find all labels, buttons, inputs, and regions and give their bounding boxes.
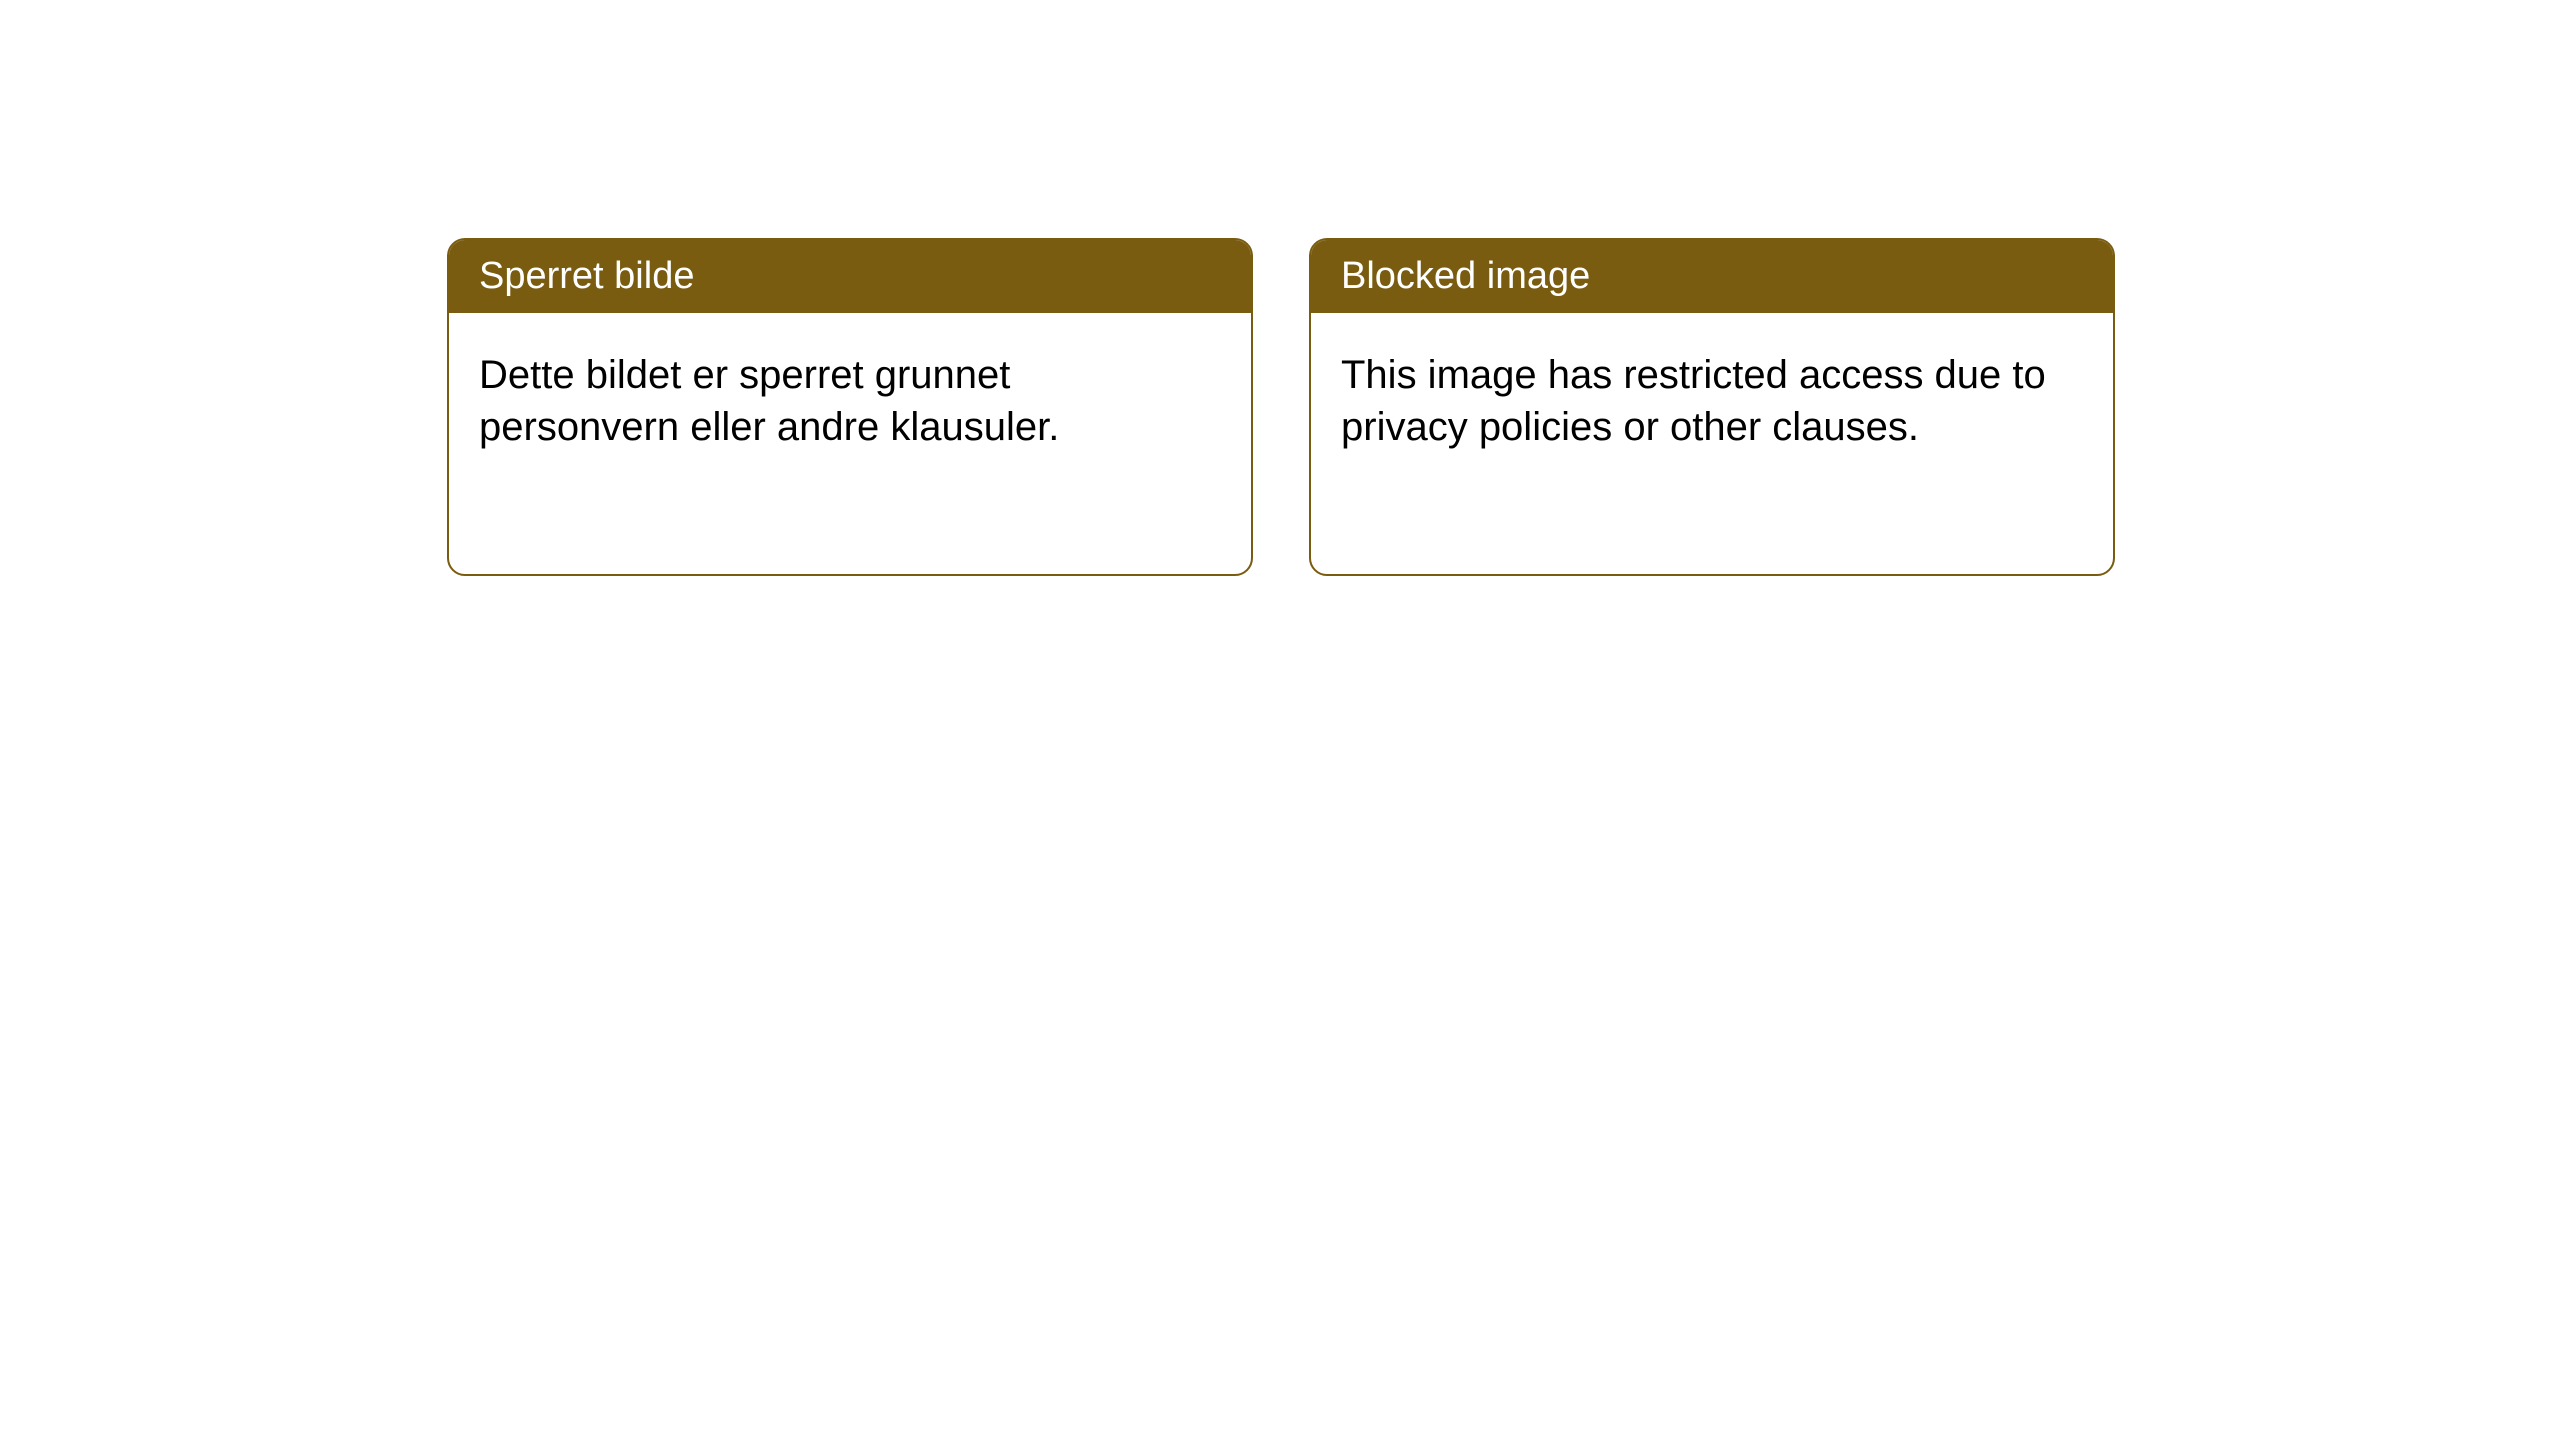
- notice-card-body: This image has restricted access due to …: [1311, 313, 2113, 489]
- notice-card-header: Blocked image: [1311, 240, 2113, 313]
- notice-card-text: This image has restricted access due to …: [1341, 353, 2046, 449]
- notice-card-text: Dette bildet er sperret grunnet personve…: [479, 353, 1059, 449]
- notice-card-title: Blocked image: [1341, 255, 1590, 297]
- notice-card-norwegian: Sperret bilde Dette bildet er sperret gr…: [447, 238, 1253, 576]
- notice-card-body: Dette bildet er sperret grunnet personve…: [449, 313, 1251, 489]
- notice-card-header: Sperret bilde: [449, 240, 1251, 313]
- notice-cards-container: Sperret bilde Dette bildet er sperret gr…: [0, 0, 2560, 576]
- notice-card-title: Sperret bilde: [479, 255, 694, 297]
- notice-card-english: Blocked image This image has restricted …: [1309, 238, 2115, 576]
